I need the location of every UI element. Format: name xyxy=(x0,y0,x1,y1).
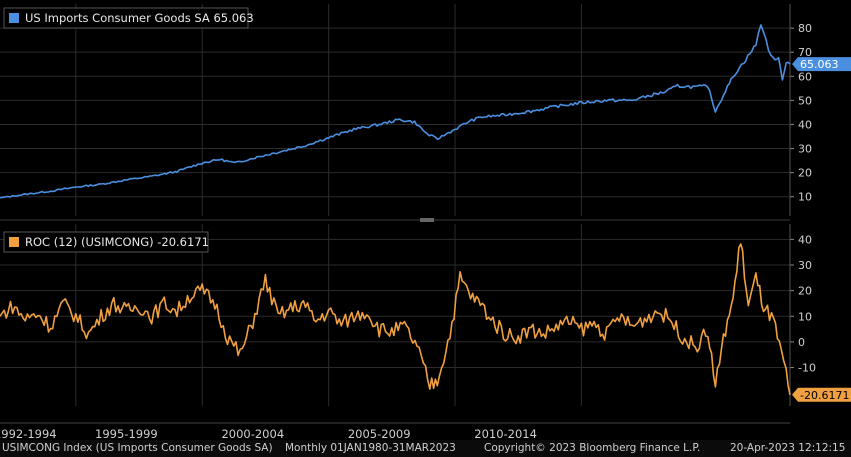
roc-y-tick-label: 40 xyxy=(798,233,812,246)
x-tick-label: 1992-1994 xyxy=(0,427,57,440)
roc-legend-label: ROC (12) (USIMCONG) -20.6171 xyxy=(25,235,209,249)
footer-copyright: Copyright© 2023 Bloomberg Finance L.P. xyxy=(484,442,701,454)
imports-last-value-label: 65.063 xyxy=(800,58,839,71)
imports-legend-swatch xyxy=(9,13,19,23)
roc-legend-swatch xyxy=(9,237,19,247)
roc-y-tick-label: 10 xyxy=(798,310,812,323)
roc-y-tick-label: 30 xyxy=(798,259,812,272)
imports-y-tick-label: 60 xyxy=(798,70,812,83)
footer-timestamp: 20-Apr-2023 12:12:15 xyxy=(730,442,846,454)
chart-footer: USIMCONG Index (US Imports Consumer Good… xyxy=(0,440,851,457)
imports-y-tick-label: 30 xyxy=(798,143,812,156)
imports-series-line xyxy=(0,24,791,199)
footer-period: Monthly 01JAN1980-31MAR2023 xyxy=(285,442,456,454)
imports-y-tick-label: 10 xyxy=(798,191,812,204)
x-tick-label: 2000-2004 xyxy=(221,427,284,440)
roc-last-value-tag xyxy=(792,387,851,402)
roc-legend-box xyxy=(3,231,209,253)
imports-y-tick-label: 70 xyxy=(798,46,812,59)
imports-y-tick-label: 20 xyxy=(798,167,812,180)
imports-y-tick-label: 50 xyxy=(798,94,812,107)
imports-last-value-tag xyxy=(792,57,851,72)
footer-index: USIMCONG Index (US Imports Consumer Good… xyxy=(2,442,273,454)
roc-series-line xyxy=(0,243,791,395)
roc-y-tick-label: 20 xyxy=(798,285,812,298)
roc-last-value-label: -20.6171 xyxy=(800,389,849,402)
x-tick-label: 1995-1999 xyxy=(95,427,158,440)
x-tick-label: 2010-2014 xyxy=(474,427,537,440)
panel-resize-handle xyxy=(420,218,434,222)
imports-y-tick-label: 40 xyxy=(798,118,812,131)
roc-y-tick-label: -10 xyxy=(798,362,816,375)
roc-y-tick-label: 0 xyxy=(798,336,805,349)
x-tick-label: 2005-2009 xyxy=(348,427,411,440)
imports-y-tick-label: 80 xyxy=(798,22,812,35)
chart-canvas: 10 20 30 40 50 60 70 80 65.063 US Imports Consume… xyxy=(0,4,851,441)
imports-legend-label: US Imports Consumer Goods SA 65.063 xyxy=(25,11,254,25)
imports-legend-box xyxy=(3,7,249,29)
